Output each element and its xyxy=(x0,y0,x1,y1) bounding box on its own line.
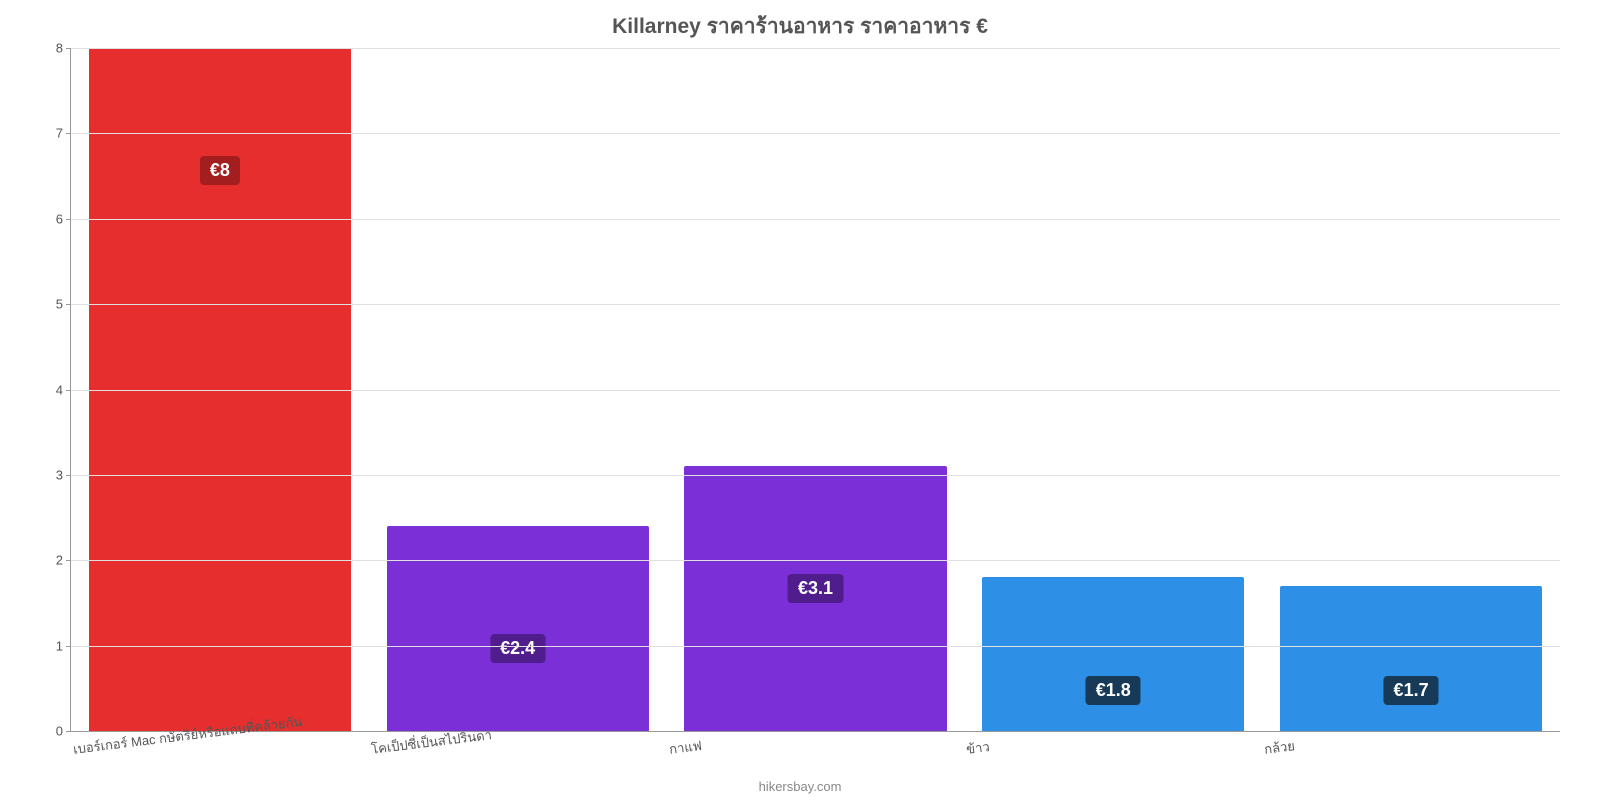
y-tick-label: 8 xyxy=(56,41,71,56)
y-tick-label: 5 xyxy=(56,297,71,312)
value-badge: €1.8 xyxy=(1086,676,1141,705)
y-tick-label: 4 xyxy=(56,382,71,397)
value-badge: €1.7 xyxy=(1384,676,1439,705)
gridline xyxy=(71,646,1560,647)
chart-title: Killarney ราคาร้านอาหาร ราคาอาหาร € xyxy=(0,10,1600,43)
bar xyxy=(982,577,1244,731)
bar xyxy=(1280,586,1542,731)
x-axis-label: ข้าว xyxy=(965,736,991,760)
y-tick-label: 2 xyxy=(56,553,71,568)
y-tick-label: 3 xyxy=(56,467,71,482)
chart-container: Killarney ราคาร้านอาหาร ราคาอาหาร € €8เบ… xyxy=(0,0,1600,800)
credit-text: hikersbay.com xyxy=(0,779,1600,794)
gridline xyxy=(71,390,1560,391)
y-tick-label: 6 xyxy=(56,211,71,226)
gridline xyxy=(71,475,1560,476)
gridline xyxy=(71,48,1560,49)
value-badge: €2.4 xyxy=(490,634,545,663)
value-badge: €3.1 xyxy=(788,574,843,603)
gridline xyxy=(71,560,1560,561)
gridline xyxy=(71,219,1560,220)
gridline xyxy=(71,304,1560,305)
y-tick-label: 7 xyxy=(56,126,71,141)
bar xyxy=(387,526,649,731)
y-tick-label: 0 xyxy=(56,724,71,739)
plot-area: €8เบอร์เกอร์ Mac กษัตริย์หรือแถบที่คล้าย… xyxy=(70,48,1560,732)
gridline xyxy=(71,133,1560,134)
x-axis-label: กาแฟ xyxy=(668,735,703,760)
y-tick-label: 1 xyxy=(56,638,71,653)
value-badge: €8 xyxy=(200,156,240,185)
x-axis-label: กล้วย xyxy=(1263,735,1296,760)
